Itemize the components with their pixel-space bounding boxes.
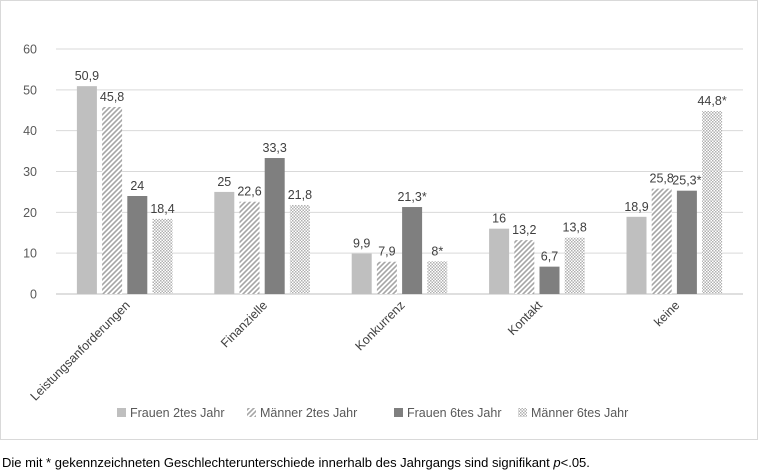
bar xyxy=(702,111,723,294)
bar-chart: 0 10 20 30 40 50 60 50,945,8 24 18,4 25 22,6 33,3 21… xyxy=(23,43,743,420)
data-label: 25,3* xyxy=(672,174,701,188)
y-tick-label: 30 xyxy=(23,165,37,179)
bar xyxy=(514,240,535,294)
footnote-suffix: <.05. xyxy=(560,455,590,470)
data-label: 25 xyxy=(217,175,231,189)
category-label: Kontakt xyxy=(505,298,545,338)
data-label: 9,9 xyxy=(353,237,370,251)
data-labels: 50,945,8 24 18,4 25 22,6 33,3 21,8 9,9 7,9 21,3* 8… xyxy=(75,69,727,263)
x-axis-categories: Leistungsanforderungen Finanzielle Konkurr… xyxy=(28,298,683,404)
bars xyxy=(76,86,723,295)
legend-swatch xyxy=(518,408,527,417)
bar xyxy=(402,207,423,294)
legend-swatch xyxy=(117,408,126,417)
category-label: Leistungsanforderungen xyxy=(28,298,133,403)
y-tick-label: 60 xyxy=(23,43,37,57)
bar xyxy=(214,191,235,294)
footnote-text: Die mit * gekennzeichneten Geschlechteru… xyxy=(2,455,554,470)
bar xyxy=(152,218,173,294)
legend: Frauen 2tes Jahr Männer 2tes Jahr Frauen 6… xyxy=(117,406,628,420)
bar xyxy=(289,204,310,294)
data-label: 22,6 xyxy=(237,185,261,199)
bar xyxy=(626,216,647,294)
bar xyxy=(489,228,510,294)
data-label: 45,8 xyxy=(100,90,124,104)
bar xyxy=(376,261,397,294)
y-axis-ticks: 0 10 20 30 40 50 60 xyxy=(23,43,37,302)
data-label: 18,9 xyxy=(624,200,648,214)
legend-label: Männer 2tes Jahr xyxy=(260,406,357,420)
data-label: 13,8 xyxy=(563,221,587,235)
legend-label: Frauen 6tes Jahr xyxy=(407,406,502,420)
data-label: 25,8 xyxy=(650,172,674,186)
footnote: Die mit * gekennzeichneten Geschlechteru… xyxy=(2,455,590,470)
y-tick-label: 50 xyxy=(23,83,37,97)
bar xyxy=(351,253,372,294)
bar xyxy=(76,86,97,295)
data-label: 50,9 xyxy=(75,69,99,83)
legend-swatch xyxy=(247,408,256,417)
data-label: 7,9 xyxy=(378,245,395,259)
data-label: 16 xyxy=(492,212,506,226)
bar xyxy=(102,106,123,294)
category-label: keine xyxy=(651,298,682,329)
legend-label: Männer 6tes Jahr xyxy=(531,406,628,420)
chart-frame: 0 10 20 30 40 50 60 50,9 45,8 24 18,4 25 22,6 33,3 21… xyxy=(0,0,758,440)
y-tick-label: 10 xyxy=(23,247,37,261)
legend-swatch xyxy=(394,408,403,417)
footnote-p: p xyxy=(553,455,561,470)
legend-label: Frauen 2tes Jahr xyxy=(130,406,225,420)
data-label: 24 xyxy=(130,179,144,193)
data-label: 13,2 xyxy=(512,223,536,237)
bar xyxy=(676,190,697,294)
bar xyxy=(264,158,285,294)
bar xyxy=(539,266,560,294)
data-label: 21,3* xyxy=(397,190,426,204)
y-tick-label: 0 xyxy=(30,288,37,302)
category-label: Finanzielle xyxy=(218,298,270,350)
bar xyxy=(127,196,148,294)
bar xyxy=(427,261,448,294)
data-label: 6,7 xyxy=(541,250,558,264)
data-label: 21,8 xyxy=(288,188,312,202)
y-tick-label: 40 xyxy=(23,124,37,138)
y-tick-label: 20 xyxy=(23,206,37,220)
bar xyxy=(651,188,672,294)
bar xyxy=(239,201,260,294)
data-label: 33,3 xyxy=(263,141,287,155)
data-label: 18,4 xyxy=(150,202,174,216)
data-label: 8* xyxy=(431,244,443,258)
data-label: 44,8* xyxy=(697,94,726,108)
bar xyxy=(564,237,585,294)
category-label: Konkurrenz xyxy=(353,298,408,353)
